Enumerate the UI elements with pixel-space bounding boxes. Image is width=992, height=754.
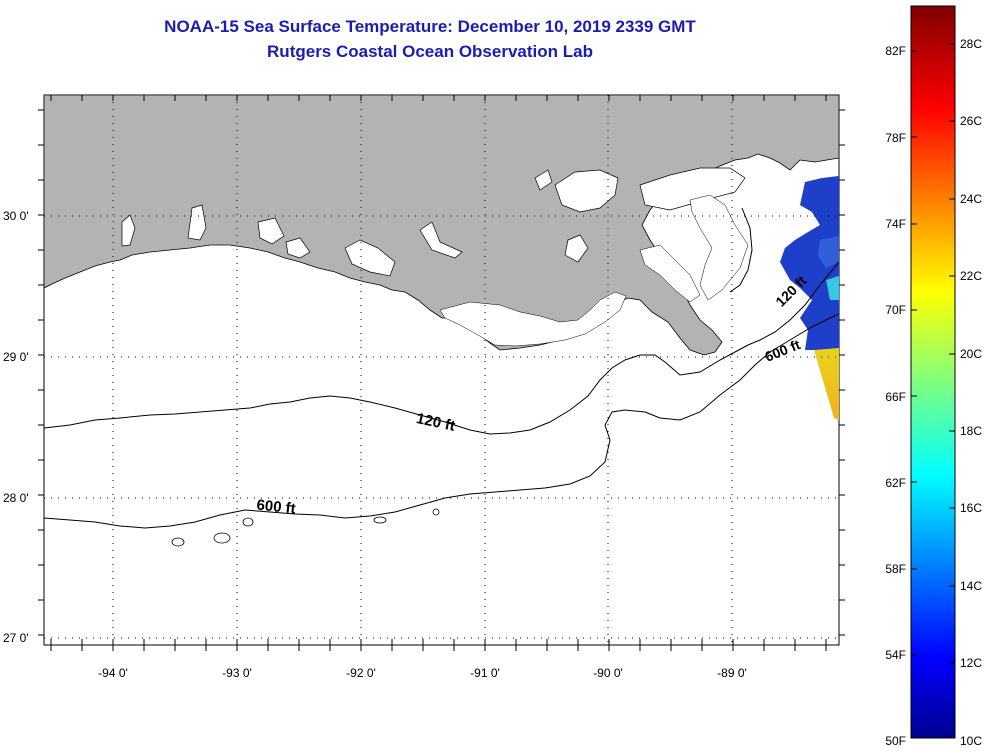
lon-label: -93 0' <box>222 666 252 680</box>
grand-lake <box>257 217 285 245</box>
colorbar-f-label: 54F <box>885 648 906 662</box>
frame-ticks <box>38 95 845 651</box>
map-subtitle: Rutgers Coastal Ocean Observation Lab <box>267 42 593 61</box>
colorbar-c-labels: 28C 26C 24C 22C 20C 18C 16C 14C 12C 10C <box>960 37 982 748</box>
barataria-marsh <box>639 244 701 303</box>
sst-cyan-spot <box>826 276 839 300</box>
lat-label: 29 0' <box>3 350 29 364</box>
colorbar-c-label: 16C <box>960 501 982 515</box>
river-delta-marsh <box>689 194 749 301</box>
lon-label: -89 0' <box>717 666 747 680</box>
colorbar-c-label: 18C <box>960 424 982 438</box>
colorbar-c-label: 12C <box>960 656 982 670</box>
colorbar-f-labels: 82F 78F 74F 70F 66F 62F 58F 54F 50F <box>885 44 906 748</box>
lat-label: 30 0' <box>3 209 29 223</box>
colorbar-f-label: 74F <box>885 217 906 231</box>
contour-blob <box>373 516 387 524</box>
contour-blob <box>432 508 440 516</box>
lake-salvador <box>564 234 589 263</box>
colorbar-f-label: 82F <box>885 44 906 58</box>
sabine-lake <box>187 204 207 241</box>
contour-label-600: 600 ft <box>256 497 297 518</box>
map-title: NOAA-15 Sea Surface Temperature: Decembe… <box>164 17 696 36</box>
colorbar-c-label: 20C <box>960 347 982 361</box>
colorbar-f-label: 70F <box>885 303 906 317</box>
contour-blob <box>213 532 231 544</box>
lat-labels: 30 0' 29 0' 28 0' 27 0' <box>3 209 29 645</box>
terrebonne-marsh <box>439 291 627 347</box>
colorbar-c-label: 14C <box>960 579 982 593</box>
lake-borgne <box>639 167 746 211</box>
colorbar-f-label: 78F <box>885 131 906 145</box>
lon-label: -94 0' <box>98 666 128 680</box>
lon-label: -91 0' <box>470 666 500 680</box>
contour-blob <box>242 517 254 527</box>
lake-pontchartrain <box>554 169 619 213</box>
graticule <box>44 95 839 645</box>
colorbar-f-label: 58F <box>885 562 906 576</box>
colorbar-f-label: 66F <box>885 390 906 404</box>
lat-label: 28 0' <box>3 491 29 505</box>
lat-label: 27 0' <box>3 631 29 645</box>
colorbar <box>910 5 956 739</box>
white-lake <box>285 237 311 259</box>
colorbar-c-label: 10C <box>960 734 982 748</box>
lon-label: -90 0' <box>593 666 623 680</box>
colorbar-f-label: 62F <box>885 476 906 490</box>
lake-maurepas <box>534 169 553 191</box>
contour-600ft <box>44 313 839 529</box>
sst-cold-patch-light <box>818 236 839 268</box>
contour-blob <box>171 537 185 547</box>
sst-cold-patch <box>780 176 839 350</box>
chandeleur-islands <box>729 207 753 293</box>
vermilion-bay <box>344 239 396 277</box>
sst-warm-patch <box>814 348 839 420</box>
colorbar-f-label: 50F <box>885 734 906 748</box>
colorbar-c-label: 26C <box>960 114 982 128</box>
atchafalaya-bay <box>419 221 463 259</box>
colorbar-c-label: 28C <box>960 37 982 51</box>
lon-labels: -94 0' -93 0' -92 0' -91 0' -90 0' -89 0… <box>98 666 747 680</box>
colorbar-c-label: 24C <box>960 192 982 206</box>
lon-label: -92 0' <box>346 666 376 680</box>
contour-120ft <box>44 261 839 435</box>
colorbar-c-label: 22C <box>960 269 982 283</box>
colorbar-ticks <box>911 43 955 664</box>
